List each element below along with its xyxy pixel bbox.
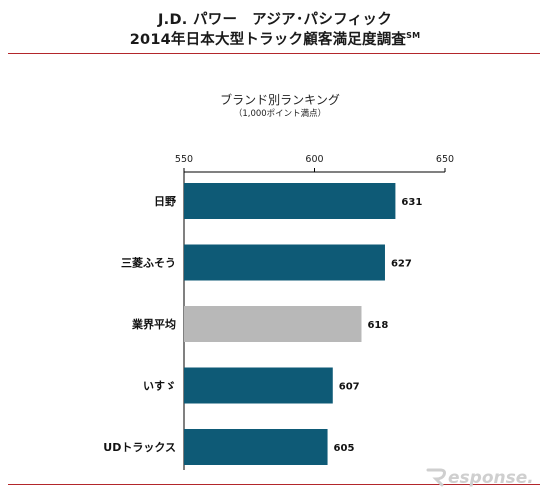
header-title-line1-text: J.D. パワー アジア･パシフィック	[157, 12, 393, 28]
bar	[184, 429, 328, 465]
x-tick-label: 600	[305, 154, 323, 165]
data-label: 607	[339, 382, 360, 393]
bar	[184, 183, 396, 219]
bar	[184, 306, 362, 342]
service-mark: SM	[406, 31, 421, 41]
category-label: 三菱ふそう	[121, 256, 176, 270]
category-label: 日野	[154, 195, 176, 208]
header-title-line1: J.D. パワー アジア･パシフィック	[0, 8, 550, 29]
chart-title: ブランド別ランキング	[220, 93, 340, 107]
data-label: 618	[367, 320, 388, 331]
category-label: 業界平均	[131, 317, 176, 331]
footer-divider	[8, 484, 540, 485]
x-tick-label: 650	[436, 154, 454, 165]
bar	[184, 244, 385, 281]
header-divider	[8, 53, 540, 54]
bar	[184, 367, 333, 404]
header-title-line2: 2014年日本大型トラック顧客満足度調査SM	[0, 28, 550, 49]
response-logo-mark	[426, 468, 446, 487]
data-label: 627	[391, 259, 412, 270]
category-label: いすゞ	[143, 380, 176, 393]
data-label: 605	[334, 443, 355, 454]
x-tick-label: 550	[175, 154, 193, 165]
chart-subtitle: （1,000ポイント満点）	[233, 109, 327, 119]
data-label: 631	[401, 197, 422, 208]
category-label: UDトラックス	[103, 441, 176, 454]
response-logo-text: esponse.	[448, 468, 534, 488]
header-title-line2-text: 2014年日本大型トラック顧客満足度調査	[129, 32, 407, 48]
response-watermark-logo: esponse.	[426, 468, 534, 488]
